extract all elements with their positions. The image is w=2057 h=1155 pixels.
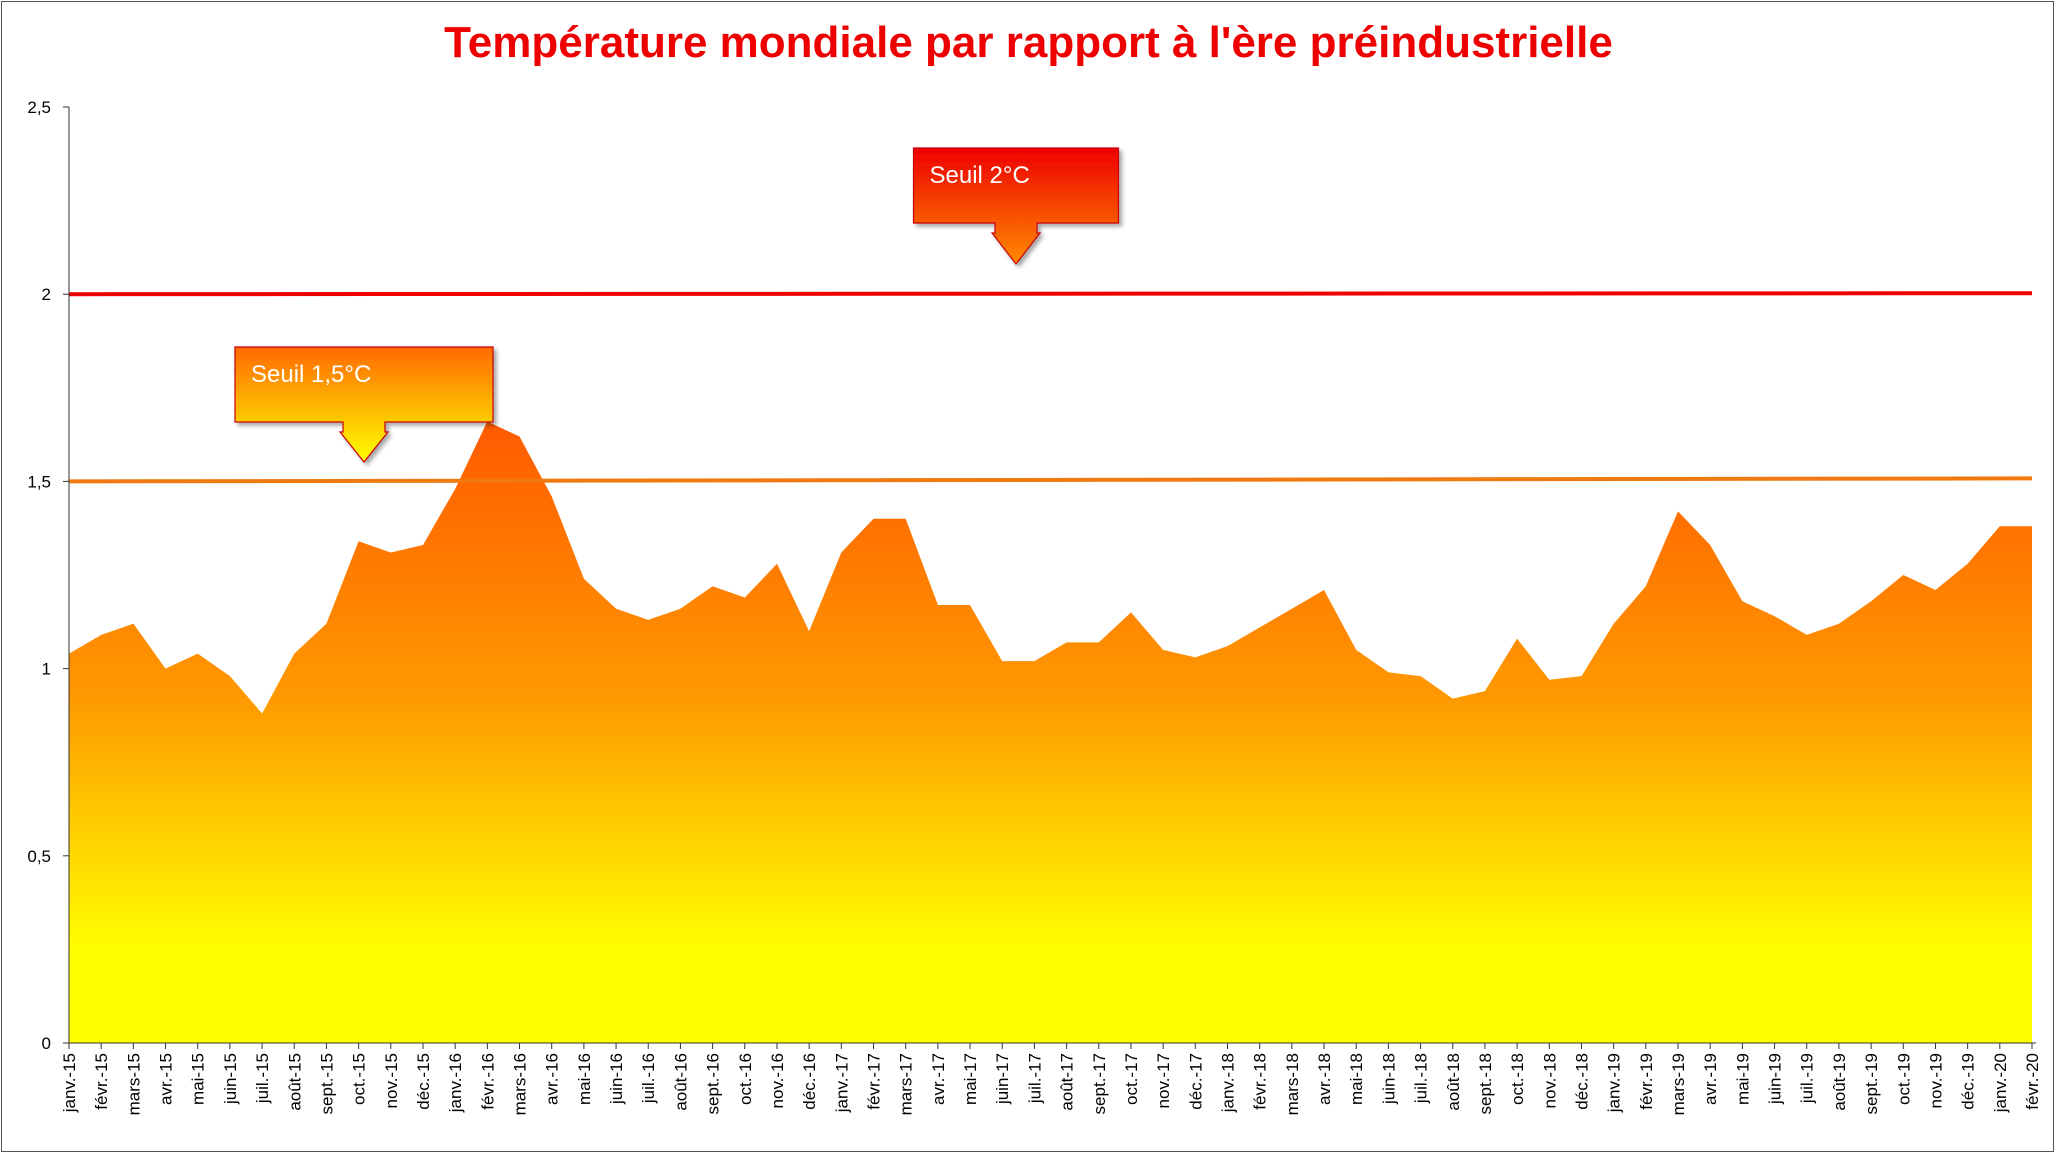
x-tick-label: déc.-16	[800, 1053, 819, 1110]
x-tick-label: oct.-16	[736, 1053, 755, 1105]
x-tick-label: août-18	[1444, 1053, 1463, 1111]
x-tick-label: juil.-17	[1025, 1053, 1044, 1104]
x-tick-label: janv.-17	[832, 1053, 851, 1113]
x-tick-label: mai-17	[961, 1053, 980, 1105]
y-tick-label: 1,5	[27, 472, 51, 491]
x-tick-label: janv.-16	[446, 1053, 465, 1113]
x-tick-label: juin-17	[993, 1053, 1012, 1105]
x-tick-label: mai-16	[575, 1053, 594, 1105]
x-tick-label: juin-15	[221, 1053, 240, 1105]
x-tick-label: déc.-19	[1959, 1053, 1978, 1110]
x-tick-label: mars-16	[511, 1053, 530, 1115]
x-tick-label: avr.-18	[1315, 1053, 1334, 1105]
x-tick-label: oct.-15	[350, 1053, 369, 1105]
x-tick-label: févr.-19	[1637, 1053, 1656, 1110]
x-tick-label: nov.-15	[382, 1053, 401, 1108]
x-tick-label: nov.-16	[768, 1053, 787, 1108]
y-tick-label: 0,5	[27, 847, 51, 866]
x-tick-label: oct.-17	[1122, 1053, 1141, 1105]
callout-1-5c-shape	[234, 346, 494, 463]
x-tick-label: juil.-16	[639, 1053, 658, 1104]
x-tick-label: avr.-17	[929, 1053, 948, 1105]
x-tick-label: avr.-16	[543, 1053, 562, 1105]
threshold-line-2c	[68, 291, 2033, 297]
x-tick-label: sept.-17	[1090, 1053, 1109, 1114]
y-tick-label: 1	[42, 660, 51, 679]
x-tick-label: mai-18	[1347, 1053, 1366, 1105]
x-tick-label: janv.-15	[60, 1053, 79, 1113]
x-tick-label: janv.-18	[1218, 1053, 1237, 1113]
callout-2c-shape	[912, 147, 1120, 265]
x-tick-label: nov.-19	[1926, 1053, 1945, 1108]
x-tick-label: juil.-19	[1798, 1053, 1817, 1104]
x-tick-label: mars-19	[1669, 1053, 1688, 1115]
x-tick-label: nov.-18	[1540, 1053, 1559, 1108]
callout-1-5c-label: Seuil 1,5°C	[251, 361, 371, 388]
x-tick-label: oct.-19	[1894, 1053, 1913, 1105]
x-tick-label: nov.-17	[1154, 1053, 1173, 1108]
x-tick-label: mars-15	[124, 1053, 143, 1115]
x-tick-label: oct.-18	[1508, 1053, 1527, 1105]
x-tick-label: déc.-17	[1186, 1053, 1205, 1110]
x-tick-label: sept.-19	[1862, 1053, 1881, 1114]
x-tick-label: avr.-15	[157, 1053, 176, 1105]
y-tick-label: 2	[42, 285, 51, 304]
x-tick-label: août-19	[1830, 1053, 1849, 1111]
y-tick-label: 2,5	[27, 98, 51, 117]
x-tick-label: janv.-20	[1991, 1053, 2010, 1113]
x-tick-label: mai-19	[1733, 1053, 1752, 1105]
x-tick-label: août-15	[285, 1053, 304, 1111]
temperature-area	[69, 421, 2032, 1043]
threshold-line-1-5c	[68, 476, 2033, 484]
x-tick-label: juin-19	[1766, 1053, 1785, 1105]
x-tick-label: mai-15	[189, 1053, 208, 1105]
x-tick-label: août-16	[671, 1053, 690, 1111]
x-tick-label: déc.-15	[414, 1053, 433, 1110]
callout-2c-label: Seuil 2°C	[930, 162, 1030, 189]
x-tick-label: août-17	[1058, 1053, 1077, 1111]
y-tick-label: 0	[42, 1034, 51, 1053]
chart-title: Température mondiale par rapport à l'ère…	[444, 18, 1613, 67]
x-tick-label: sept.-16	[704, 1053, 723, 1114]
x-tick-label: sept.-18	[1476, 1053, 1495, 1114]
x-tick-label: sept.-15	[317, 1053, 336, 1114]
plot-area: 0 0,5 1 1,5 2 2,5 janv.-15 févr.-15 mars-15 avr.-…	[27, 98, 2042, 1115]
x-tick-label: mars-17	[897, 1053, 916, 1115]
x-tick-label: janv.-19	[1605, 1053, 1624, 1113]
x-tick-label: mars-18	[1283, 1053, 1302, 1115]
callout-2c: Seuil 2°C	[912, 147, 1120, 265]
x-tick-label: déc.-18	[1572, 1053, 1591, 1110]
x-tick-label: juin-18	[1379, 1053, 1398, 1105]
x-tick-label: févr.-20	[2023, 1053, 2042, 1110]
x-tick-label: juin-16	[607, 1053, 626, 1105]
x-tick-label: févr.-16	[478, 1053, 497, 1110]
x-tick-label: févr.-18	[1251, 1053, 1270, 1110]
callout-1-5c: Seuil 1,5°C	[234, 346, 494, 463]
x-tick-label: févr.-15	[92, 1053, 111, 1110]
x-tick-label: avr.-19	[1701, 1053, 1720, 1105]
x-tick-label: juil.-18	[1412, 1053, 1431, 1104]
x-tick-label: févr.-17	[865, 1053, 884, 1110]
x-tick-label: juil.-15	[253, 1053, 272, 1104]
